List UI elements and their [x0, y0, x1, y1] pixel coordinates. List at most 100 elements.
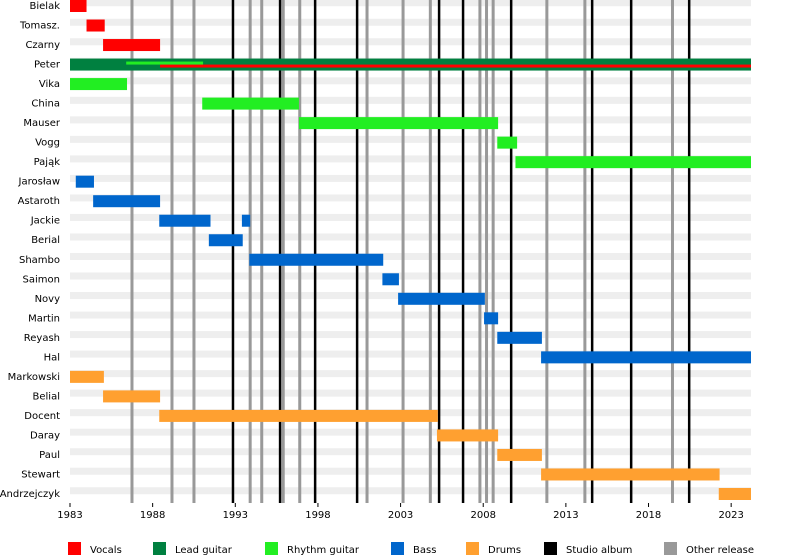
- member-label: Peter: [34, 60, 61, 71]
- row-stripe: [70, 350, 751, 358]
- row-stripe: [70, 135, 751, 143]
- x-tick-label: 2008: [471, 510, 496, 521]
- row-stripe: [70, 311, 751, 319]
- legend-swatch: [265, 542, 278, 555]
- member-label: Saimon: [23, 274, 60, 285]
- tenure-bar: [497, 136, 518, 149]
- member-label: Czarny: [25, 40, 60, 51]
- row-stripe: [70, 487, 751, 495]
- member-label: Jackie: [30, 216, 60, 227]
- x-tick-label: 1988: [140, 510, 165, 521]
- member-label: Bielak: [30, 1, 61, 12]
- member-label: Martin: [28, 313, 60, 324]
- member-label: Stewart: [21, 469, 60, 480]
- row-stripe: [70, 428, 751, 436]
- legend-swatch: [544, 542, 557, 555]
- member-label: Hal: [44, 352, 60, 363]
- x-tick-label: 2003: [388, 510, 413, 521]
- tenure-bar: [541, 351, 751, 364]
- row-stripe: [70, 18, 751, 26]
- x-tick-label: 1983: [57, 510, 82, 521]
- tenure-bar: [515, 156, 751, 169]
- tenure-bar: [497, 448, 542, 461]
- x-tick-label: 2023: [718, 510, 743, 521]
- member-label: Mauser: [23, 118, 60, 129]
- tenure-bar: [202, 97, 299, 110]
- row-stripe: [70, 331, 751, 339]
- member-label: China: [31, 99, 60, 110]
- member-label: Tomasz.: [19, 21, 60, 32]
- member-label: Vika: [39, 79, 60, 90]
- legend-swatch: [664, 542, 677, 555]
- row-stripe: [70, 272, 751, 280]
- row-stripe: [70, 233, 751, 241]
- legend-swatch: [466, 542, 479, 555]
- tenure-bar: [159, 214, 211, 227]
- x-tick-label: 1998: [305, 510, 330, 521]
- tenure-bar: [93, 195, 161, 208]
- tenure-bar: [103, 39, 161, 52]
- tenure-bar: [86, 19, 105, 32]
- legend-label: Vocals: [90, 545, 122, 556]
- tenure-bar: [70, 78, 128, 91]
- tenure-bar: [436, 429, 499, 442]
- legend-label: Rhythm guitar: [287, 545, 360, 556]
- row-stripe: [70, 174, 751, 182]
- legend-swatch: [153, 542, 166, 555]
- tenure-bar: [160, 64, 751, 68]
- row-stripe: [70, 38, 751, 46]
- tenure-bar: [541, 468, 720, 481]
- row-stripe: [70, 467, 751, 475]
- legend-swatch: [391, 542, 404, 555]
- row-stripe: [70, 0, 751, 7]
- tenure-bar: [70, 370, 104, 383]
- member-label: Reyash: [24, 333, 60, 344]
- tenure-bar: [241, 214, 251, 227]
- row-stripe: [70, 253, 751, 260]
- member-label: Novy: [35, 294, 61, 305]
- x-tick-label: 2018: [636, 510, 661, 521]
- legend-label: Studio album: [566, 545, 632, 556]
- tenure-bar: [159, 409, 438, 422]
- member-label: Daray: [30, 430, 60, 441]
- member-label: Berial: [31, 235, 60, 246]
- tenure-bar: [718, 488, 751, 500]
- member-label: Belial: [33, 391, 60, 402]
- tenure-bar: [398, 292, 485, 305]
- row-stripe: [70, 213, 751, 221]
- row-stripe: [70, 448, 751, 456]
- tenure-bar: [75, 175, 94, 188]
- legend-label: Bass: [413, 545, 436, 556]
- tenure-bar: [70, 0, 87, 12]
- tenure-bar: [298, 117, 499, 130]
- tenure-bar: [208, 234, 243, 247]
- tenure-bar: [484, 312, 499, 325]
- member-label: Markowski: [8, 372, 60, 383]
- member-label: Docent: [24, 411, 60, 422]
- member-label: Jarosław: [18, 177, 60, 188]
- x-tick-label: 1993: [223, 510, 248, 521]
- tenure-bar: [249, 253, 384, 266]
- tenure-bar: [382, 273, 399, 286]
- x-tick-label: 2013: [553, 510, 578, 521]
- member-label: Pająk: [34, 157, 61, 168]
- legend-label: Lead guitar: [175, 545, 233, 556]
- row-stripe: [70, 77, 751, 85]
- row-stripe: [70, 389, 751, 397]
- legend-swatch: [68, 542, 81, 555]
- row-stripe: [70, 194, 751, 202]
- member-label: Vogg: [35, 138, 60, 149]
- legend-label: Drums: [488, 545, 521, 556]
- legend-label: Other release: [686, 545, 754, 556]
- member-label: Paul: [39, 450, 60, 461]
- member-label: Andrzejczyk: [0, 489, 60, 500]
- row-stripe: [70, 155, 751, 163]
- member-label: Astaroth: [18, 196, 60, 207]
- row-stripe: [70, 370, 751, 378]
- tenure-bar: [103, 390, 161, 403]
- tenure-bar: [497, 331, 542, 344]
- member-label: Shambo: [19, 255, 60, 266]
- row-stripe: [70, 96, 751, 104]
- tenure-bar: [126, 61, 204, 65]
